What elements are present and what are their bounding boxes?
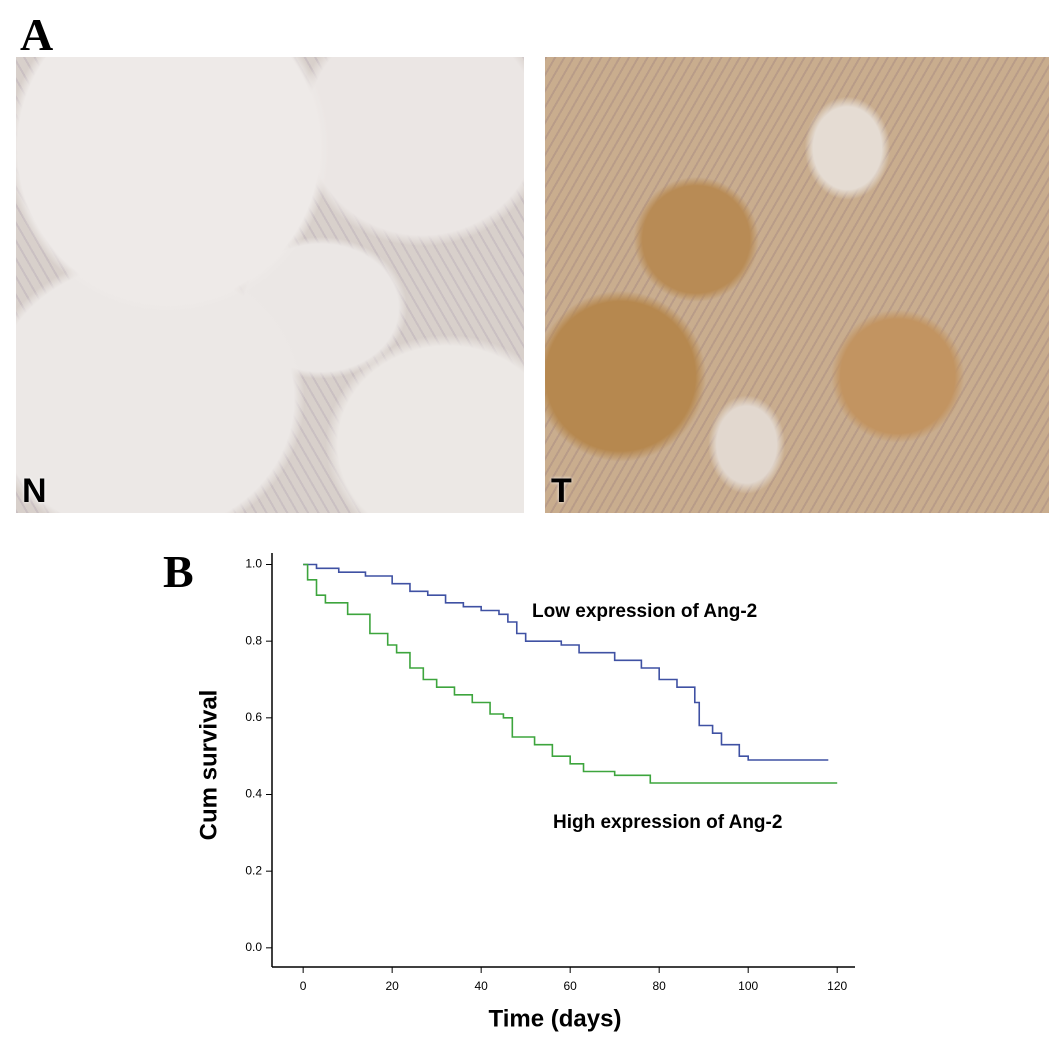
x-tick-label: 60	[563, 979, 577, 993]
x-tick-label: 80	[653, 979, 667, 993]
y-tick-label: 0.8	[245, 633, 262, 647]
panel-label: B	[163, 546, 194, 597]
y-axis-label: Cum survival	[195, 690, 222, 841]
x-tick-label: 20	[385, 979, 399, 993]
y-tick-label: 0.2	[245, 863, 262, 877]
survival-curve	[303, 563, 829, 761]
y-tick-label: 0.6	[245, 710, 262, 724]
image-label: T	[551, 472, 572, 510]
x-tick-label: 0	[300, 979, 307, 993]
y-tick-label: 0.0	[245, 940, 262, 954]
x-tick-label: 120	[827, 979, 847, 993]
micrograph: N	[16, 57, 524, 513]
micrograph: T	[545, 57, 1049, 513]
x-tick-label: 40	[474, 979, 488, 993]
x-axis-label: Time (days)	[489, 1005, 622, 1032]
y-tick-label: 0.4	[245, 787, 262, 801]
annotation: Low expression of Ang-2	[532, 601, 757, 622]
annotation: High expression of Ang-2	[553, 812, 782, 833]
image-label: N	[22, 472, 47, 510]
x-tick-label: 100	[738, 979, 758, 993]
panel-label: A	[20, 9, 54, 60]
y-tick-label: 1.0	[245, 557, 262, 571]
survival-curve	[303, 563, 838, 784]
